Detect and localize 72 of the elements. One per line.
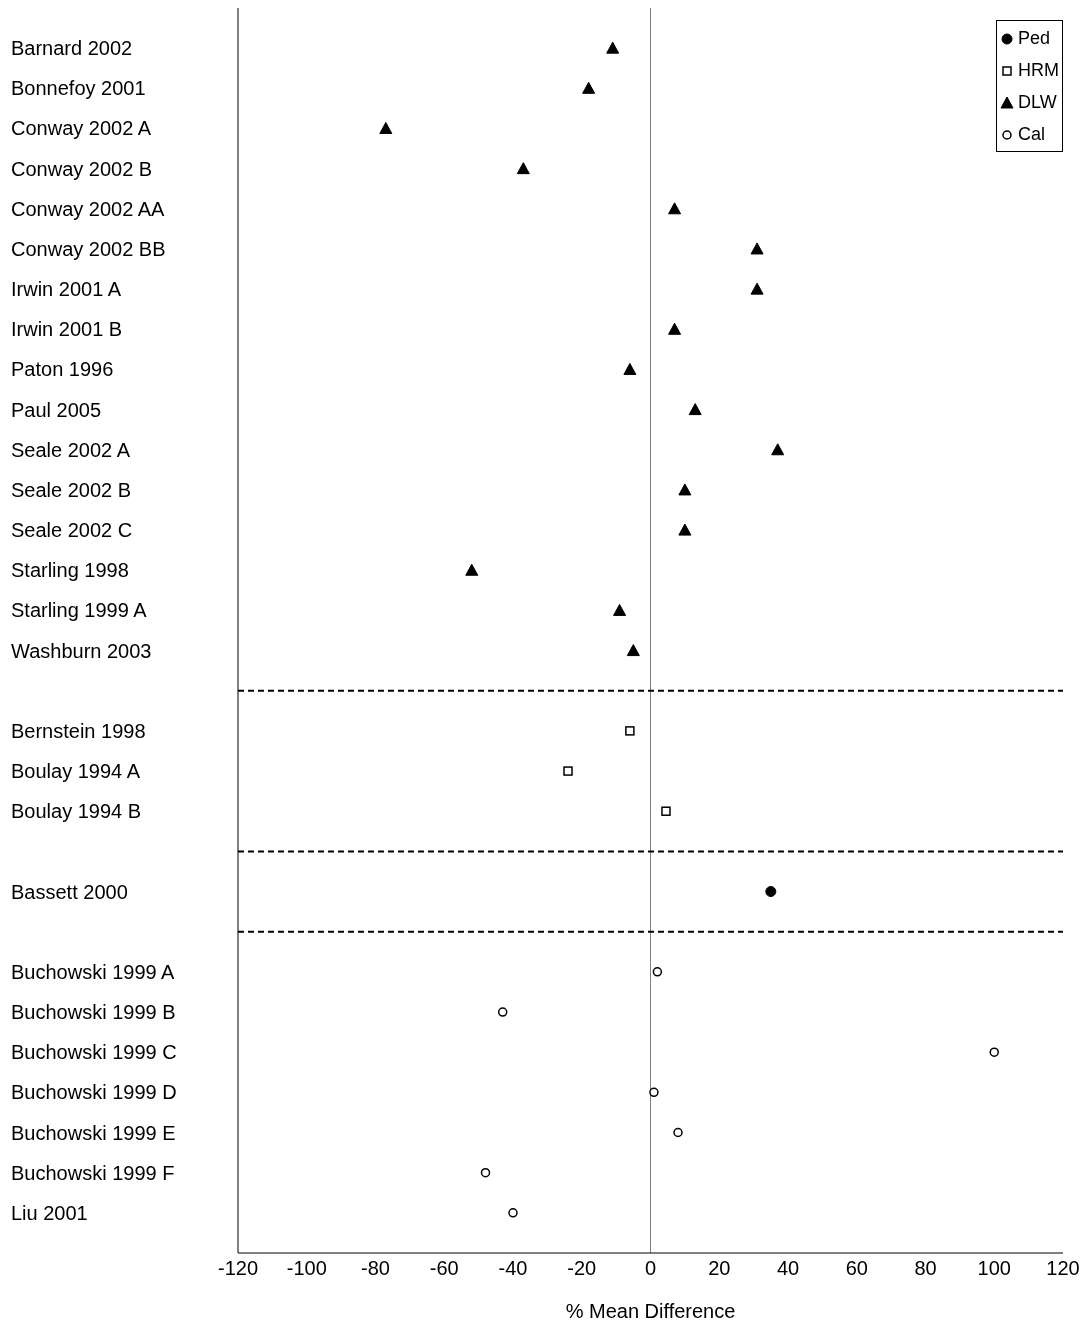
y-tick-label: Liu 2001 [11, 1201, 88, 1224]
y-tick-label: Barnard 2002 [11, 37, 133, 60]
y-tick-label: Bassett 2000 [11, 880, 128, 903]
point [688, 403, 702, 416]
y-tick-label: Buchowski 1999 A [11, 960, 176, 983]
y-tick-label: Buchowski 1999 D [11, 1081, 177, 1104]
y-tick-label: Starling 1999 A [11, 599, 148, 622]
point [750, 282, 764, 295]
y-tick-label: Boulay 1994 B [11, 800, 142, 823]
y-tick-label: Boulay 1994 A [11, 760, 141, 783]
legend-label: Cal [1018, 123, 1046, 145]
y-tick-label: Buchowski 1999 F [11, 1161, 175, 1184]
point [606, 41, 620, 54]
point [661, 806, 671, 816]
point [678, 483, 692, 496]
point [563, 766, 573, 776]
y-tick-label: Bonnefoy 2001 [11, 77, 146, 100]
legend-label: DLW [1018, 91, 1057, 113]
point [989, 1047, 999, 1057]
point [623, 362, 637, 375]
y-tick-label: Seale 2002 C [11, 519, 133, 542]
point [582, 81, 596, 94]
point [613, 603, 627, 616]
point [508, 1208, 518, 1218]
x-axis-title: % Mean Difference [565, 1300, 736, 1322]
y-tick-label: Buchowski 1999 E [11, 1121, 176, 1144]
legend-label: HRM [1018, 59, 1059, 81]
x-tick-label: -120 [217, 1257, 259, 1280]
y-tick-label: Buchowski 1999 B [11, 1001, 176, 1024]
x-tick-label: 20 [708, 1257, 731, 1280]
point [668, 322, 682, 335]
y-tick-label: Bernstein 1998 [11, 719, 146, 742]
y-tick-label: Conway 2002 BB [11, 237, 166, 260]
point [516, 162, 530, 175]
x-tick-label: 60 [845, 1257, 868, 1280]
point [497, 1007, 508, 1017]
point [625, 726, 635, 736]
y-tick-label: Starling 1998 [11, 559, 129, 582]
point [673, 1127, 683, 1138]
point [652, 967, 663, 977]
x-tick-label: 80 [914, 1257, 937, 1280]
x-tick-label: -100 [286, 1257, 327, 1280]
x-tick-label: 40 [776, 1257, 800, 1280]
y-tick-label: Conway 2002 A [11, 117, 152, 140]
y-tick-label: Irwin 2001 B [11, 318, 123, 341]
x-tick-label: 100 [977, 1257, 1011, 1280]
point [626, 644, 640, 657]
y-tick-label: Washburn 2003 [11, 639, 152, 662]
y-tick-label: Buchowski 1999 C [11, 1041, 177, 1064]
point [649, 1087, 659, 1098]
x-tick-label: 0 [644, 1257, 657, 1280]
x-tick-label: 120 [1046, 1257, 1080, 1280]
point [480, 1167, 491, 1178]
x-tick-label: -20 [567, 1257, 597, 1280]
legend-label: Ped [1018, 27, 1051, 49]
y-tick-label: Irwin 2001 A [11, 278, 122, 301]
point [379, 121, 393, 134]
point [750, 242, 764, 255]
y-tick-label: Conway 2002 AA [11, 197, 166, 220]
x-tick-label: -80 [361, 1257, 390, 1280]
y-tick-label: Conway 2002 B [11, 157, 153, 180]
point [465, 563, 479, 576]
y-tick-label: Seale 2002 B [11, 478, 132, 501]
y-tick-label: Paul 2005 [11, 398, 102, 421]
point [771, 443, 785, 456]
x-tick-label: -60 [429, 1257, 459, 1280]
point [678, 523, 692, 536]
x-tick-label: -40 [498, 1257, 528, 1280]
y-tick-label: Paton 1996 [11, 358, 114, 381]
y-tick-label: Seale 2002 A [11, 438, 131, 461]
point [765, 886, 777, 898]
point [668, 202, 682, 215]
